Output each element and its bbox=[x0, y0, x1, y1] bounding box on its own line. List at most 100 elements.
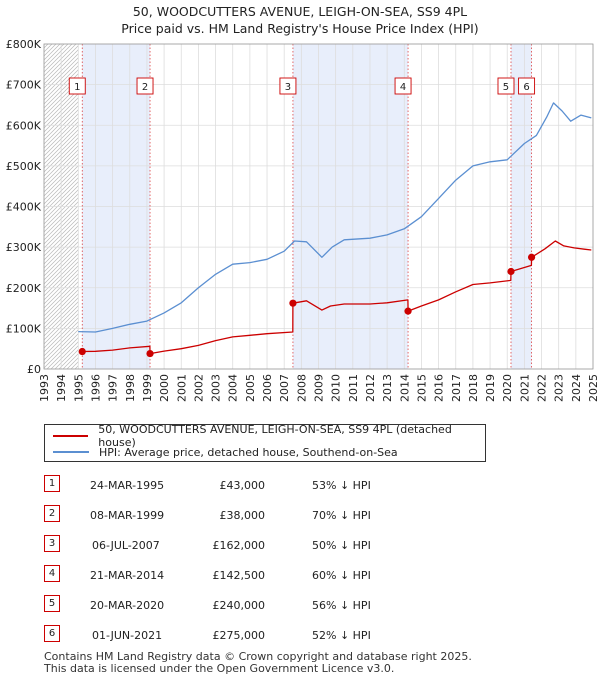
footer-attribution: Contains HM Land Registry data © Crown c… bbox=[44, 651, 472, 675]
sale-row: 5 20-MAR-2020 £240,000 56% ↓ HPI bbox=[44, 595, 464, 617]
sale-number-label: 6 bbox=[518, 77, 536, 95]
x-tick-label: 2009 bbox=[313, 374, 326, 402]
x-tick-label: 2011 bbox=[347, 374, 360, 402]
sale-price: £43,000 bbox=[219, 479, 266, 492]
legend-label-property: 50, WOODCUTTERS AVENUE, LEIGH-ON-SEA, SS… bbox=[98, 423, 452, 449]
x-tick-label: 1998 bbox=[124, 374, 137, 402]
footer-line-1: Contains HM Land Registry data © Crown c… bbox=[44, 650, 472, 663]
sale-date: 24-MAR-1995 bbox=[90, 479, 165, 492]
sale-price: £275,000 bbox=[212, 629, 266, 642]
x-tick-label: 2001 bbox=[175, 374, 188, 402]
price-chart: 1 2 3 4 5 6 £0 £100K £200K £300K £400K £500K £600K £… bbox=[6, 38, 600, 402]
y-tick-label: £400K bbox=[6, 201, 42, 214]
sale-point bbox=[78, 347, 86, 356]
x-tick-label: 2006 bbox=[261, 374, 274, 402]
sale-number-label: 1 bbox=[68, 77, 86, 95]
chart-legend: 50, WOODCUTTERS AVENUE, LEIGH-ON-SEA, SS… bbox=[44, 423, 486, 462]
sale-number-box bbox=[279, 77, 297, 95]
sale-number-badge: 2 bbox=[44, 505, 60, 522]
sale-number-badge: 1 bbox=[44, 475, 60, 492]
x-tick-label: 2022 bbox=[536, 374, 549, 402]
sale-hpi-diff: 52% ↓ HPI bbox=[312, 629, 371, 642]
x-tick-label: 1999 bbox=[141, 374, 154, 402]
y-tick-label: £600K bbox=[6, 119, 42, 132]
sale-price: £38,000 bbox=[219, 509, 266, 522]
x-tick-label: 1994 bbox=[55, 374, 68, 402]
x-tick-label: 2012 bbox=[364, 374, 377, 402]
sale-row: 3 06-JUL-2007 £162,000 50% ↓ HPI bbox=[44, 535, 464, 557]
sale-hpi-diff: 70% ↓ HPI bbox=[312, 509, 371, 522]
sale-hpi-diff: 60% ↓ HPI bbox=[312, 569, 371, 582]
sale-number-text: 6 bbox=[523, 82, 529, 93]
x-tick-label: 2008 bbox=[295, 374, 308, 402]
x-tick-label: 2025 bbox=[587, 374, 600, 402]
sale-number-badge: 5 bbox=[44, 595, 60, 612]
x-tick-label: 1996 bbox=[89, 374, 102, 402]
x-tick-label: 2021 bbox=[518, 374, 531, 402]
sale-date: 08-MAR-1999 bbox=[90, 509, 165, 522]
x-tick-label: 2018 bbox=[467, 374, 480, 402]
y-tick-label: £100K bbox=[6, 322, 42, 335]
y-tick-label: £500K bbox=[6, 160, 42, 173]
sale-date: 20-MAR-2020 bbox=[90, 599, 165, 612]
sale-point bbox=[289, 299, 297, 307]
sale-hpi-diff: 50% ↓ HPI bbox=[312, 539, 371, 552]
sale-number-box bbox=[497, 77, 515, 95]
x-tick-label: 1995 bbox=[72, 374, 85, 402]
sale-number-label: 5 bbox=[497, 77, 515, 95]
sale-number-badge: 3 bbox=[44, 535, 60, 552]
plot-frame bbox=[43, 43, 594, 370]
sale-number-text: 5 bbox=[503, 82, 509, 93]
sale-number-label: 3 bbox=[279, 77, 297, 95]
x-tick-label: 2023 bbox=[553, 374, 566, 402]
y-tick-label: £700K bbox=[6, 79, 42, 92]
x-tick-label: 2004 bbox=[227, 374, 240, 402]
legend-swatch-property bbox=[53, 435, 89, 437]
sale-number-text: 1 bbox=[74, 82, 80, 93]
sale-number-text: 3 bbox=[285, 82, 291, 93]
sale-number-label: 2 bbox=[136, 77, 154, 95]
sale-point bbox=[404, 307, 412, 315]
sale-number-box bbox=[518, 77, 536, 95]
x-tick-label: 2017 bbox=[450, 374, 463, 402]
x-tick-label: 2003 bbox=[210, 374, 223, 402]
x-tick-label: 2019 bbox=[484, 374, 497, 402]
x-tick-label: 2000 bbox=[158, 374, 171, 402]
legend-swatch-hpi bbox=[53, 451, 89, 453]
legend-item-hpi: HPI: Average price, detached house, Sout… bbox=[53, 444, 398, 460]
sale-date: 06-JUL-2007 bbox=[92, 539, 160, 552]
x-tick-label: 2010 bbox=[330, 374, 343, 402]
x-tick-label: 2005 bbox=[244, 374, 257, 402]
footer-line-2: This data is licensed under the Open Gov… bbox=[44, 662, 395, 675]
x-tick-label: 2013 bbox=[381, 374, 394, 402]
sale-number-box bbox=[394, 77, 412, 95]
sale-date: 21-MAR-2014 bbox=[90, 569, 165, 582]
sale-row: 4 21-MAR-2014 £142,500 60% ↓ HPI bbox=[44, 565, 464, 587]
x-tick-label: 2015 bbox=[415, 374, 428, 402]
x-tick-label: 2024 bbox=[570, 374, 583, 402]
x-tick-label: 1997 bbox=[107, 374, 120, 402]
sale-number-label: 4 bbox=[394, 77, 412, 95]
legend-item-property: 50, WOODCUTTERS AVENUE, LEIGH-ON-SEA, SS… bbox=[53, 423, 485, 449]
sale-point bbox=[527, 253, 536, 261]
y-tick-label: £300K bbox=[6, 241, 42, 254]
x-tick-label: 2002 bbox=[192, 374, 205, 402]
sale-date: 01-JUN-2021 bbox=[92, 629, 163, 642]
sale-number-box bbox=[136, 77, 154, 95]
sale-hpi-diff: 53% ↓ HPI bbox=[312, 479, 371, 492]
sale-row: 1 24-MAR-1995 £43,000 53% ↓ HPI bbox=[44, 475, 464, 497]
legend-label-hpi: HPI: Average price, detached house, Sout… bbox=[99, 445, 398, 459]
sale-number-box bbox=[68, 77, 86, 95]
sale-number-badge: 6 bbox=[44, 625, 60, 642]
sale-number-badge: 4 bbox=[44, 565, 60, 582]
x-tick-label: 1993 bbox=[38, 374, 51, 402]
sale-number-text: 4 bbox=[400, 82, 406, 93]
title-line-2: Price paid vs. HM Land Registry's House … bbox=[121, 21, 479, 36]
x-tick-label: 2007 bbox=[278, 374, 291, 402]
x-tick-label: 2016 bbox=[433, 374, 446, 402]
y-tick-label: £0 bbox=[27, 363, 41, 376]
x-tick-label: 2014 bbox=[398, 374, 411, 402]
sale-row: 6 01-JUN-2021 £275,000 52% ↓ HPI bbox=[44, 625, 464, 647]
sale-row: 2 08-MAR-1999 £38,000 70% ↓ HPI bbox=[44, 505, 464, 527]
title-line-1: 50, WOODCUTTERS AVENUE, LEIGH-ON-SEA, SS… bbox=[132, 4, 468, 19]
